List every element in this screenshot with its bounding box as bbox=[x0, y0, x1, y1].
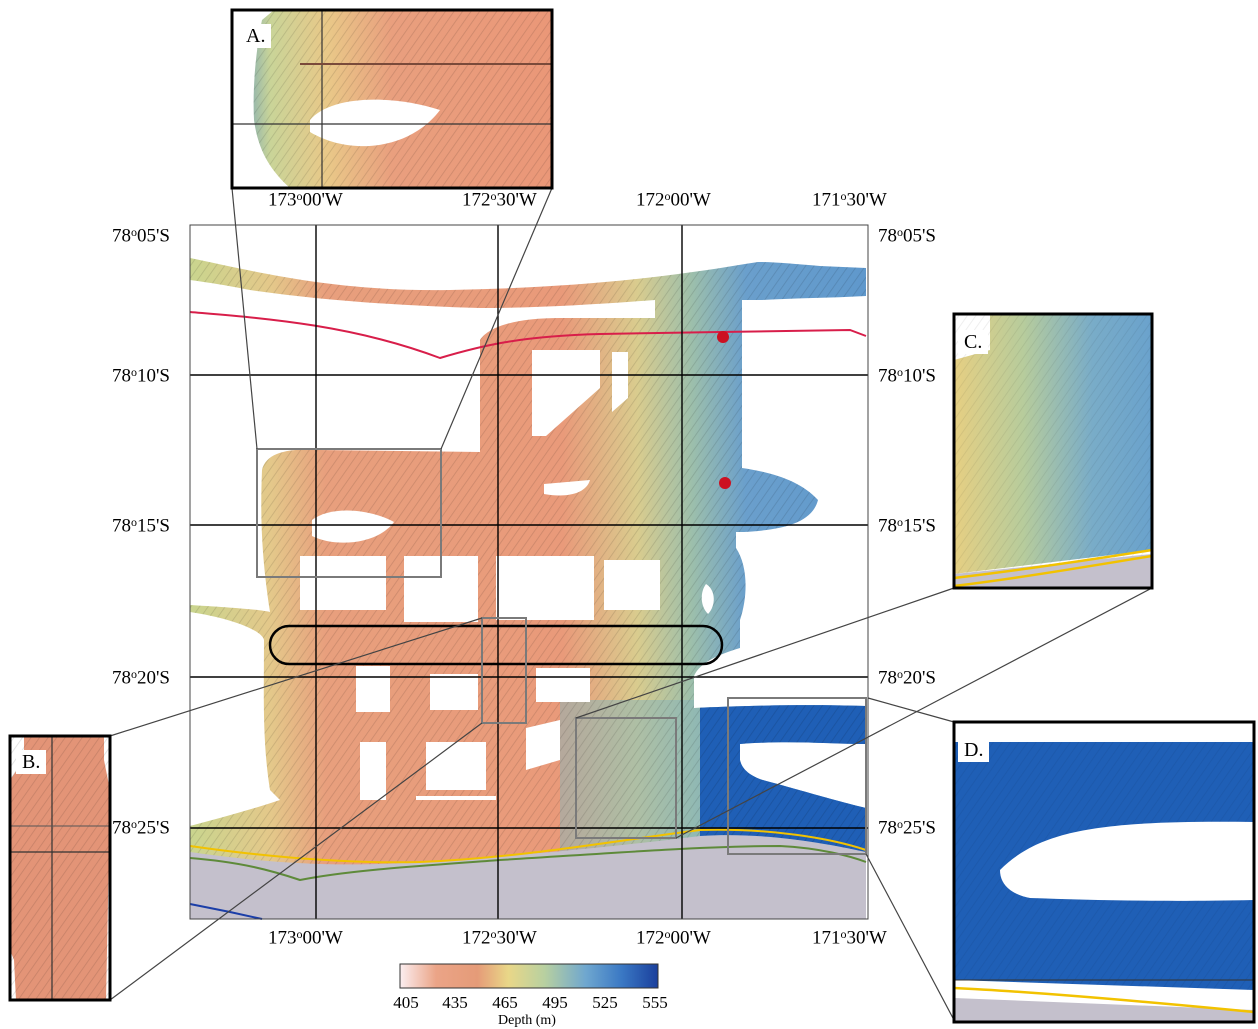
highlighted-trackline bbox=[268, 624, 724, 666]
ice-shelf-area bbox=[190, 835, 866, 919]
lon-label-bottom-4: 171o30'W bbox=[812, 927, 887, 949]
site-marker-south bbox=[719, 477, 731, 489]
colorbar-tick: 465 bbox=[492, 993, 518, 1012]
lon-label-top-3: 172o00'W bbox=[636, 189, 711, 211]
lat-label-right-5: 78o25'S bbox=[878, 817, 936, 839]
lon-label-bottom-3: 172o00'W bbox=[636, 927, 711, 949]
yellow-line bbox=[189, 828, 867, 864]
map-border bbox=[189, 224, 869, 920]
depth-colorbar bbox=[399, 963, 659, 989]
inset-b-panel bbox=[8, 734, 112, 1002]
bathymetry-swaths bbox=[190, 225, 868, 919]
blue-line bbox=[189, 903, 263, 920]
lat-label-left-2: 78o10'S bbox=[112, 365, 170, 387]
colorbar-tick: 405 bbox=[393, 993, 419, 1012]
inset-a-label: A. bbox=[240, 24, 272, 48]
lat-label-left-4: 78o20'S bbox=[112, 667, 170, 689]
red-line bbox=[189, 311, 867, 360]
lon-label-top-4: 171o30'W bbox=[812, 189, 887, 211]
inset-b-label: B. bbox=[16, 750, 47, 774]
callout-lines bbox=[109, 187, 1153, 1021]
lon-label-bottom-1: 173o00'W bbox=[268, 927, 343, 949]
colorbar-tick: 555 bbox=[642, 993, 668, 1012]
inset-a-panel bbox=[230, 8, 554, 190]
lat-label-right-2: 78o10'S bbox=[878, 365, 936, 387]
lon-label-bottom-2: 172o30'W bbox=[462, 927, 537, 949]
lon-label-top-1: 173o00'W bbox=[268, 189, 343, 211]
colorbar-title: Depth (m) bbox=[498, 1013, 556, 1028]
lat-label-right-1: 78o05'S bbox=[878, 225, 936, 247]
lat-label-left-1: 78o05'S bbox=[112, 225, 170, 247]
lat-label-right-3: 78o15'S bbox=[878, 515, 936, 537]
lat-label-left-3: 78o15'S bbox=[112, 515, 170, 537]
inset-c-panel bbox=[952, 312, 1154, 590]
green-line bbox=[189, 844, 867, 882]
graticule bbox=[190, 225, 868, 919]
site-marker-north bbox=[717, 331, 729, 343]
colorbar-tick: 495 bbox=[542, 993, 568, 1012]
lon-label-top-2: 172o30'W bbox=[462, 189, 537, 211]
inset-footprints bbox=[256, 448, 867, 855]
inset-c-label: C. bbox=[958, 330, 989, 354]
lat-label-right-4: 78o20'S bbox=[878, 667, 936, 689]
inset-d-label: D. bbox=[958, 738, 990, 762]
colorbar-tick: 525 bbox=[592, 993, 618, 1012]
lat-label-left-5: 78o25'S bbox=[112, 817, 170, 839]
inset-d-panel bbox=[952, 720, 1256, 1024]
colorbar-tick: 435 bbox=[442, 993, 468, 1012]
